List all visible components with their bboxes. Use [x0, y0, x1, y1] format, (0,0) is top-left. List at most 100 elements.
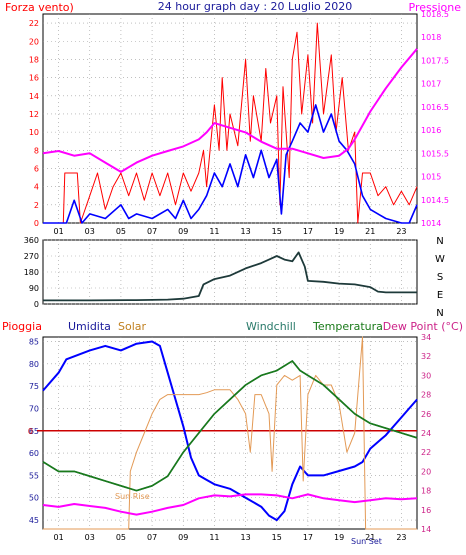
x-tick-label: 01 — [53, 227, 63, 236]
y2-tick-label: 1015.5 — [421, 149, 449, 158]
wind-series — [42, 22, 418, 224]
x-tick-label: 09 — [178, 533, 188, 542]
x-tick-label: 03 — [85, 227, 95, 236]
direction-y-axis: 0 90 180 270 360 — [24, 236, 39, 309]
y-tick-label: 45 — [29, 516, 39, 525]
y2-tick-label: 30 — [421, 371, 431, 380]
x-tick-label: 19 — [334, 227, 344, 236]
series-direzione — [43, 251, 417, 302]
x-tick-label: 15 — [272, 533, 282, 542]
direction-panel-grid — [43, 239, 417, 305]
legend-rain: Pioggia — [2, 320, 42, 333]
x-tick-label: 05 — [116, 533, 126, 542]
y2-tick-label: 26 — [421, 410, 431, 419]
y2-tick-label: 22 — [421, 448, 431, 457]
y-tick-label: 22 — [29, 19, 39, 28]
temp-panel-border — [42, 336, 418, 530]
y2-tick-label: 1018.5 — [421, 10, 449, 19]
y-tick-label: 90 — [29, 284, 39, 293]
humidity-y-axis: 45 50 55 60 65 70 75 80 85 — [29, 337, 39, 525]
y2-tick-label: 1016 — [421, 126, 441, 135]
y2-tick-label: 1017.5 — [421, 56, 449, 65]
y-tick-label: 0 — [34, 219, 39, 228]
graph-title: 24 hour graph day : 20 Luglio 2020 — [158, 0, 353, 13]
y2-tick-label: 1017 — [421, 80, 441, 89]
y2-tick-label: 14 — [421, 525, 431, 534]
y2-tick-label: 20 — [421, 467, 431, 476]
pressure-y-axis: 1014 1014.5 1015 1015.5 1016 1016.5 1017 1017.5… — [421, 10, 449, 228]
series-umidita — [42, 340, 418, 522]
x-tick-label: 03 — [85, 533, 95, 542]
x-tick-label: 11 — [209, 227, 219, 236]
y-tick-label: 10 — [29, 128, 39, 137]
y-tick-label: 12 — [29, 110, 39, 119]
y-tick-label: 16 — [29, 74, 39, 83]
temp-x-axis: 01 03 05 07 09 11 13 15 17 19 21 23 — [53, 533, 406, 542]
y-tick-label: 4 — [34, 183, 39, 192]
compass-letter: E — [437, 290, 443, 301]
direction-series — [43, 251, 417, 302]
wind-panel-border — [42, 13, 418, 224]
y-tick-label: 180 — [24, 268, 39, 277]
pressure-axis-title: Pressione — [409, 1, 462, 14]
y2-tick-label: 1018 — [421, 33, 441, 42]
x-tick-label: 23 — [396, 227, 406, 236]
x-tick-label: 09 — [178, 227, 188, 236]
x-tick-label: 17 — [303, 227, 313, 236]
wind-panel-grid — [43, 14, 417, 224]
x-tick-label: 05 — [116, 227, 126, 236]
sunset-label: Sun Set — [351, 537, 382, 546]
x-tick-label: 07 — [147, 227, 157, 236]
y-tick-label: 55 — [29, 471, 39, 480]
series-solar — [43, 336, 417, 530]
temperature-y-axis: 14 16 18 20 22 24 26 28 30 32 34 — [421, 333, 431, 534]
y2-tick-label: 16 — [421, 506, 431, 515]
y-tick-label: 20 — [29, 37, 39, 46]
x-tick-label: 07 — [147, 533, 157, 542]
y2-tick-label: 1016.5 — [421, 103, 449, 112]
y2-tick-label: 32 — [421, 352, 431, 361]
temp-panel-grid — [43, 337, 417, 529]
x-tick-label: 21 — [365, 533, 375, 542]
legend-solar: Solar — [118, 320, 147, 333]
compass-letter: W — [435, 254, 445, 265]
y-tick-label: 80 — [29, 360, 39, 369]
sunrise-label: Sun Rise — [115, 492, 150, 501]
temp-series: 0 — [28, 336, 418, 530]
legend-dewpoint: Dew Point (°C) — [383, 320, 463, 333]
legend-humidity: Umidita — [68, 320, 111, 333]
compass-letter: N — [436, 236, 443, 247]
x-tick-label: 19 — [334, 533, 344, 542]
y-tick-label: 2 — [34, 201, 39, 210]
x-tick-label: 23 — [396, 533, 406, 542]
y-tick-label: 50 — [29, 494, 39, 503]
x-tick-label: 11 — [209, 533, 219, 542]
y-tick-label: 270 — [24, 252, 39, 261]
rain-zero-label: 0 — [28, 427, 33, 436]
y-tick-label: 75 — [29, 382, 39, 391]
legend-windchill: Windchill — [246, 320, 296, 333]
x-tick-label: 13 — [240, 227, 250, 236]
x-tick-label: 17 — [303, 533, 313, 542]
y-tick-label: 8 — [34, 146, 39, 155]
y-tick-label: 70 — [29, 404, 39, 413]
x-tick-label: 01 — [53, 533, 63, 542]
x-tick-label: 13 — [240, 533, 250, 542]
compass-letter: S — [437, 272, 443, 283]
series-windchill — [42, 360, 418, 492]
wind-axis-title: Forza vento) — [5, 1, 74, 14]
x-tick-label: 15 — [272, 227, 282, 236]
y-tick-label: 6 — [34, 164, 39, 173]
y-tick-label: 360 — [24, 236, 39, 245]
compass-letter: N — [436, 308, 443, 319]
series-pressione — [42, 48, 418, 173]
y2-tick-label: 1015 — [421, 173, 441, 182]
y2-tick-label: 1014.5 — [421, 196, 449, 205]
wind-x-axis: 01 03 05 07 09 11 13 15 17 19 21 23 — [53, 227, 406, 236]
y-tick-label: 85 — [29, 337, 39, 346]
y-tick-label: 14 — [29, 92, 39, 101]
legend-temperature: Temperatura — [312, 320, 383, 333]
